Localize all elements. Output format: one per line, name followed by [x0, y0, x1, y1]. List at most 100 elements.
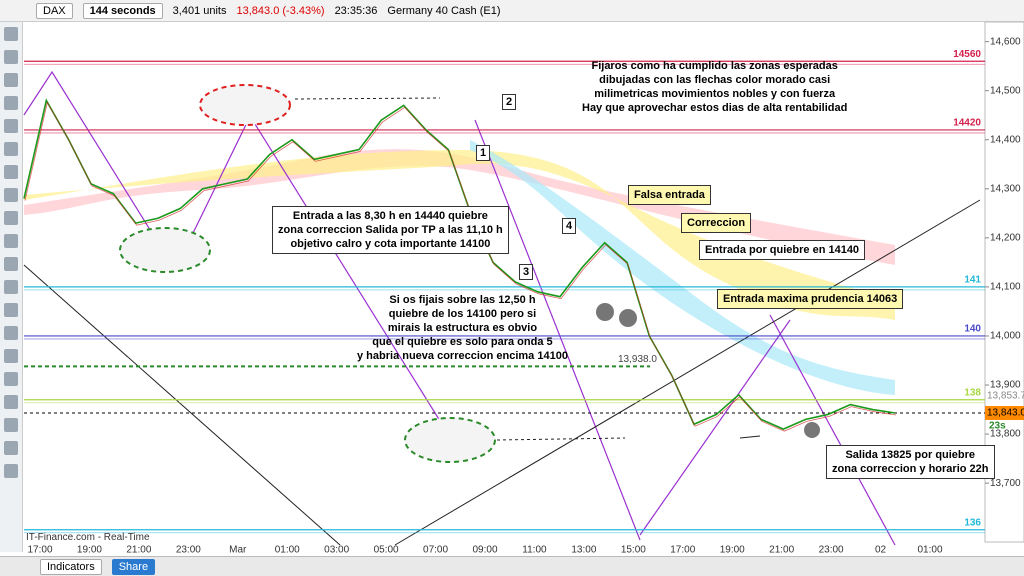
tool[interactable] — [4, 211, 18, 225]
note-line: Si os fijais sobre las 12,50 h — [389, 294, 536, 306]
level-label: 14560 — [953, 49, 981, 60]
tool[interactable] — [4, 326, 18, 340]
note-line: y habria nueva correccion encima 14100 — [357, 350, 568, 362]
tool[interactable] — [4, 418, 18, 432]
price-tick-label: 14,400 — [990, 134, 1021, 145]
level-label: 14420 — [953, 118, 981, 129]
tool[interactable] — [4, 257, 18, 271]
time-tick-label: 15:00 — [621, 545, 646, 556]
note-line: milimetricas movimientos nobles y con fu… — [594, 88, 836, 100]
time-tick-label: Mar — [229, 545, 247, 556]
false-entry-note: Falsa entrada — [628, 185, 711, 205]
time-tick-label: 17:00 — [27, 545, 52, 556]
tool[interactable] — [4, 464, 18, 478]
entry-break-note: Entrada por quiebre en 14140 — [699, 240, 866, 260]
time-tick-label: 19:00 — [77, 545, 102, 556]
current-label: 13,843.0 — [987, 408, 1024, 419]
source: IT-Finance.com - Real-Time — [26, 532, 150, 543]
price: 13,843.0 (-3.43%) — [236, 4, 325, 17]
price-tick-label: 13,800 — [990, 429, 1021, 440]
zone-label: 13,938.0 — [618, 354, 657, 365]
tool[interactable] — [4, 303, 18, 317]
units: 3,401 units — [172, 4, 227, 17]
time-tick-label: 23:00 — [819, 545, 844, 556]
note-line: Fijaros como ha cumplido las zonas esper… — [591, 60, 838, 72]
wave-label: 2 — [502, 94, 517, 110]
time-tick-label: 01:00 — [917, 545, 942, 556]
summary-note: Fijaros como ha cumplido las zonas esper… — [577, 57, 852, 117]
time: 23:35:36 — [334, 4, 378, 17]
wave-label: 1 — [476, 145, 491, 161]
level-label: 138 — [964, 387, 981, 398]
price-tick-label: 14,100 — [990, 282, 1021, 293]
interval[interactable]: 144 seconds — [82, 2, 163, 19]
drawing-tools — [0, 22, 23, 552]
tool[interactable] — [4, 50, 18, 64]
price-tick-label: 14,200 — [990, 232, 1021, 243]
prudence-note: Entrada maxima prudencia 14063 — [717, 289, 904, 309]
note-line: Salida 13825 por quiebre — [845, 449, 976, 461]
note-line: mirais la estructura es obvio — [387, 322, 538, 334]
entry-note: Entrada a las 8,30 h en 14440 quiebre zo… — [272, 206, 509, 254]
tool[interactable] — [4, 165, 18, 179]
indicators-button[interactable]: Indicators — [40, 558, 102, 575]
toolbar: DAX 144 seconds 3,401 units 13,843.0 (-3… — [0, 0, 1024, 22]
time-tick-label: 05:00 — [374, 545, 399, 556]
time-tick-label: 09:00 — [472, 545, 497, 556]
zone — [119, 227, 211, 273]
share-button[interactable]: Share — [111, 558, 156, 575]
tool[interactable] — [4, 96, 18, 110]
current-box — [985, 405, 1024, 420]
note-line: zona correccion Salida por TP a las 11,1… — [278, 224, 503, 236]
note-line: dibujadas con las flechas color morado c… — [599, 74, 831, 86]
tool[interactable] — [4, 73, 18, 87]
note-line: que el quiebre es solo para onda 5 — [372, 336, 553, 348]
tool[interactable] — [4, 395, 18, 409]
price-line-shadow — [24, 101, 897, 432]
exit-note: Salida 13825 por quiebre zona correccion… — [826, 445, 995, 479]
tool[interactable] — [4, 372, 18, 386]
time-tick-label: 02 — [875, 545, 887, 556]
current-timer: 23s — [989, 421, 1006, 432]
fixing-note: Si os fijais sobre las 12,50 h quiebre d… — [352, 291, 573, 365]
time-tick-label: 23:00 — [176, 545, 201, 556]
wave-label: 4 — [562, 218, 577, 234]
tool[interactable] — [4, 441, 18, 455]
tool[interactable] — [4, 349, 18, 363]
note-line: quiebre de los 14100 pero si — [388, 308, 537, 320]
time-tick-label: 07:00 — [423, 545, 448, 556]
correction-note: Correccion — [681, 213, 752, 233]
wave-label: 3 — [519, 264, 534, 280]
tool[interactable] — [4, 142, 18, 156]
note-line: Hay que aprovechar estos dias de alta re… — [582, 102, 848, 114]
price-tick-label: 13,900 — [990, 380, 1021, 391]
time-tick-label: 17:00 — [670, 545, 695, 556]
symbol[interactable]: DAX — [36, 2, 73, 19]
ma-band — [470, 140, 895, 395]
instrument: Germany 40 Cash (E1) — [387, 4, 501, 17]
time-tick-label: 21:00 — [126, 545, 151, 556]
smudges — [596, 303, 820, 438]
time-tick-label: 03:00 — [324, 545, 349, 556]
price-tick-label: 14,600 — [990, 36, 1021, 47]
high-label: 13,853.7 — [987, 391, 1024, 402]
level-label: 141 — [964, 275, 981, 286]
zone — [199, 84, 291, 126]
trend-lines — [23, 97, 981, 546]
tool[interactable] — [4, 119, 18, 133]
tool[interactable] — [4, 280, 18, 294]
price-tick-label: 14,300 — [990, 183, 1021, 194]
time-tick-label: 19:00 — [720, 545, 745, 556]
note-line: zona correccion y horario 22h — [832, 463, 989, 475]
time-tick-label: 21:00 — [769, 545, 794, 556]
bottom-bar: Indicators Share — [0, 556, 1024, 576]
tool[interactable] — [4, 234, 18, 248]
note-line: objetivo calro y cota importante 14100 — [290, 238, 491, 250]
tool[interactable] — [4, 188, 18, 202]
level-label: 136 — [964, 517, 981, 528]
tool[interactable] — [4, 27, 18, 41]
level-label: 140 — [964, 324, 981, 335]
note-line: Entrada a las 8,30 h en 14440 quiebre — [292, 210, 488, 222]
